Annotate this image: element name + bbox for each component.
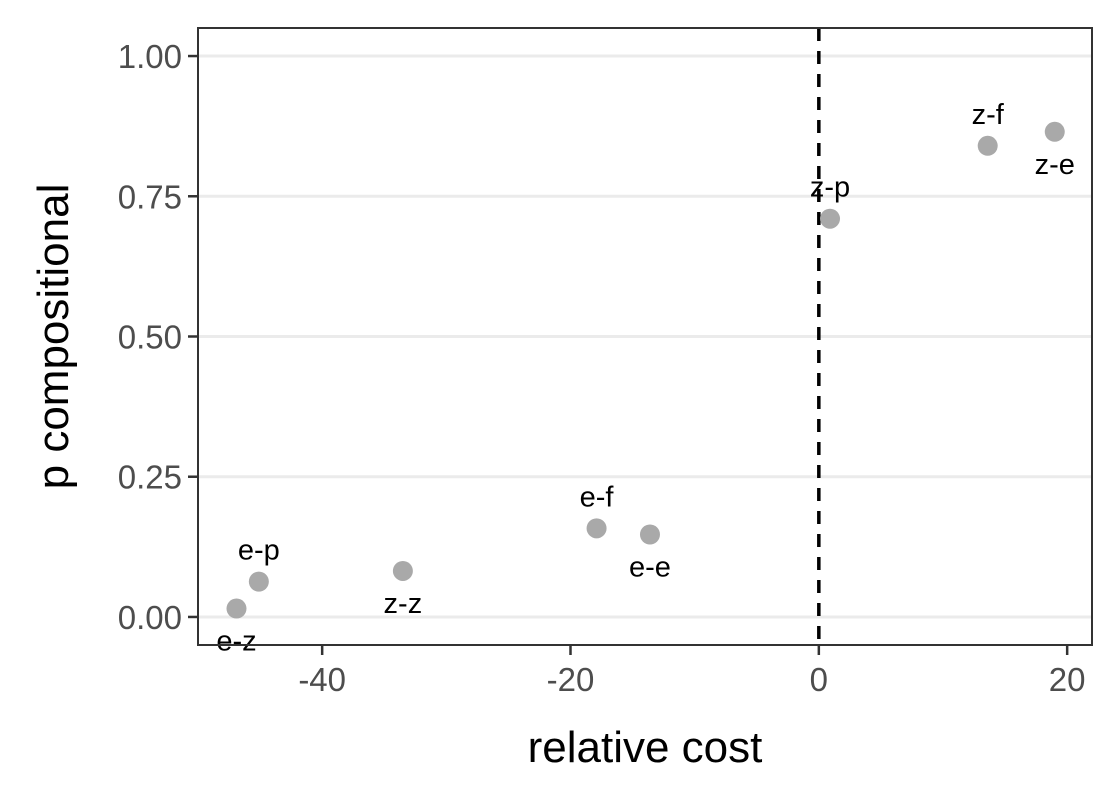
point-label: e-z (216, 626, 256, 658)
data-point (392, 560, 413, 581)
y-tick-label: 1.00 (118, 38, 182, 75)
point-label: e-p (238, 535, 280, 567)
data-point (226, 598, 247, 619)
x-axis: -40 -20 0 20 (298, 645, 1086, 698)
y-axis: 0.00 0.25 0.50 0.75 1.00 (118, 38, 198, 636)
x-tick-label: 20 (1049, 661, 1086, 698)
point-label: e-f (580, 481, 615, 513)
point-label: z-p (810, 172, 850, 204)
y-tick-label: 0.25 (118, 459, 182, 496)
point-label: z-f (972, 99, 1005, 131)
x-axis-title: relative cost (528, 723, 763, 772)
x-tick-label: -40 (298, 661, 346, 698)
y-tick-label: 0.75 (118, 178, 182, 215)
y-tick-label: 0.00 (118, 599, 182, 636)
data-labels: z-f z-e z-p e-f e-e z-z e-p e-z (216, 99, 1075, 658)
y-tick-label: 0.50 (118, 319, 182, 356)
x-tick-label: 0 (810, 661, 828, 698)
data-point (639, 524, 660, 545)
x-tick-label: -20 (547, 661, 595, 698)
point-label: e-e (629, 552, 671, 584)
data-point (586, 518, 607, 539)
data-point (977, 135, 998, 156)
data-point (820, 208, 841, 229)
point-label: z-e (1035, 149, 1075, 181)
data-points (226, 121, 1065, 619)
point-label: z-z (384, 588, 423, 620)
grid-lines (198, 54, 1092, 619)
data-point (248, 571, 269, 592)
y-axis-title: p compositional (29, 184, 78, 490)
data-point (1044, 121, 1065, 142)
